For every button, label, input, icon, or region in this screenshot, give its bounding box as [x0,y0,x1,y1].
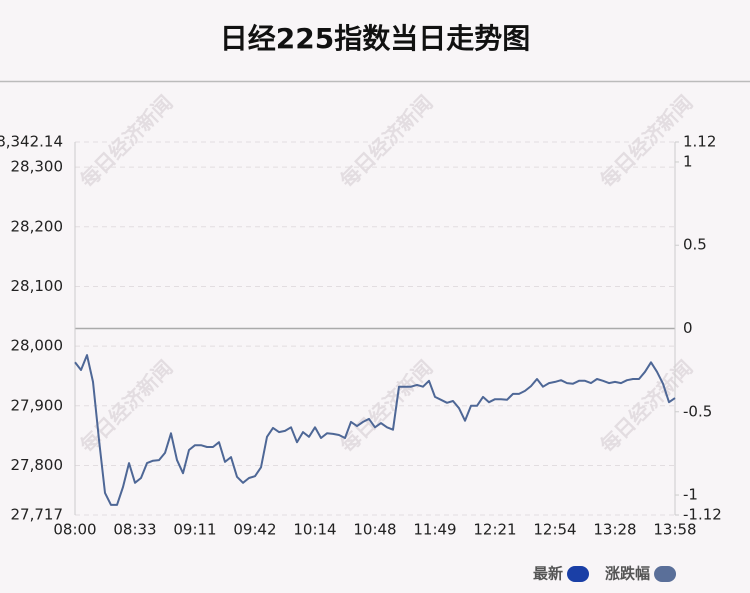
y-tick-label: 28,300 [11,158,64,176]
legend-swatch [567,566,590,582]
x-tick-label: 08:33 [113,521,156,539]
x-tick-label: 10:14 [293,521,336,539]
y-tick-label: 28,200 [11,217,64,235]
legend-swatch [654,566,677,582]
x-tick-label: 10:48 [353,521,396,539]
chart-title: 日经225指数当日走势图 [220,22,530,55]
x-tick-label: 09:42 [233,521,276,539]
watermark: 每日经济新闻 [335,356,437,458]
y2-tick-label: -0.5 [683,402,712,420]
y2-tick-label: 0 [683,319,693,337]
y-tick-label: 27,800 [11,456,64,474]
watermark: 每日经济新闻 [75,91,177,193]
x-tick-label: 12:54 [533,521,576,539]
legend-label: 最新 [533,565,563,583]
watermarks: 每日经济新闻 每日经济新闻 每日经济新闻 每日经济新闻 每日经济新闻 每日经济新… [75,91,697,458]
x-tick-label: 13:58 [653,521,696,539]
y2-tick-label: 1 [683,152,693,170]
y-tick-label: 28,342.14 [0,133,63,151]
y-tick-label: 28,100 [11,277,64,295]
price-line [74,354,676,506]
y-tick-label: 27,900 [11,396,64,414]
x-tick-label: 12:21 [473,521,516,539]
y2-tick-label: -1 [683,486,698,504]
x-tick-label: 09:11 [173,521,216,539]
x-tick-label: 08:00 [53,521,96,539]
y2-tick-label: 0.5 [683,236,707,254]
x-tick-label: 13:28 [593,521,636,539]
y2-tick-label: -1.12 [683,506,722,524]
y2-tick-label: 1.12 [683,133,716,151]
y-tick-label: 28,000 [11,337,64,355]
y-tick-label: 27,717 [11,506,64,524]
watermark: 每日经济新闻 [335,91,437,193]
legend-label: 涨跌幅 [605,565,650,583]
x-tick-label: 11:49 [413,521,456,539]
